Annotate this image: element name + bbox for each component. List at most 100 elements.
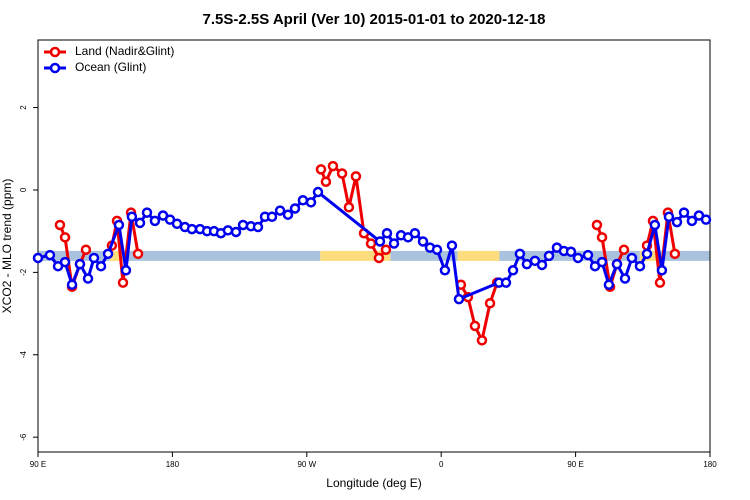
data-point: [343, 202, 355, 213]
data-point: [543, 250, 555, 262]
data-point: [484, 298, 496, 309]
band-segment: [660, 250, 710, 261]
data-point: [507, 265, 519, 276]
data-point: [373, 252, 385, 264]
data-point: [32, 252, 44, 264]
x-tick-label: 180: [166, 460, 180, 469]
x-tick-label: 90 W: [297, 460, 316, 469]
data-point: [565, 246, 577, 258]
data-point: [59, 256, 71, 268]
data-point: [102, 248, 114, 260]
data-point: [320, 176, 332, 187]
x-tick-label: 180: [703, 460, 717, 469]
data-point: [439, 265, 451, 276]
data-point: [686, 215, 698, 227]
data-point: [237, 219, 249, 231]
data-point: [446, 240, 458, 251]
y-tick-label: -2: [19, 268, 28, 276]
legend-label: Land (Nadir&Glint): [75, 44, 174, 58]
data-point: [312, 186, 324, 198]
data-point: [186, 223, 198, 235]
data-point: [252, 221, 264, 233]
y-tick-label: -4: [19, 351, 28, 359]
data-point: [134, 217, 146, 229]
data-point: [120, 265, 132, 276]
data-point: [417, 236, 429, 247]
data-point: [230, 226, 242, 238]
data-point: [626, 252, 638, 264]
chart-title: 7.5S-2.5S April (Ver 10) 2015-01-01 to 2…: [203, 11, 546, 28]
band-segment: [38, 250, 110, 261]
data-point: [59, 232, 71, 243]
data-point: [388, 238, 400, 249]
data-point: [282, 209, 294, 220]
data-point: [132, 248, 144, 260]
data-point: [374, 236, 386, 247]
data-point: [514, 248, 526, 260]
data-point: [336, 168, 348, 179]
legend-marker: [49, 62, 61, 74]
data-point: [95, 260, 107, 272]
plot-frame: [37, 39, 711, 453]
data-point: [266, 211, 278, 222]
data-point: [671, 216, 683, 228]
data-point: [536, 259, 548, 271]
data-point: [469, 320, 481, 332]
band-segment: [320, 250, 391, 261]
data-point: [500, 277, 512, 288]
data-point: [582, 249, 594, 261]
data-point: [113, 219, 125, 231]
data-point: [222, 225, 234, 236]
data-point: [603, 279, 615, 290]
data-point: [88, 252, 100, 264]
x-axis-label: Longitude (deg E): [326, 476, 421, 490]
band-segment: [390, 250, 458, 261]
data-point: [656, 265, 668, 276]
data-point: [649, 219, 661, 231]
x-tick-label: 90 E: [30, 460, 46, 469]
data-point: [572, 252, 584, 264]
y-tick-label: -6: [19, 433, 28, 441]
data-point: [289, 203, 301, 214]
data-point: [654, 277, 666, 288]
data-point: [634, 260, 646, 272]
data-point: [409, 227, 421, 239]
data-point: [44, 249, 56, 261]
band-segment: [124, 250, 321, 261]
data-point: [66, 279, 78, 290]
data-point: [365, 238, 377, 249]
y-tick-label: 0: [19, 187, 28, 192]
band-segment: [457, 250, 500, 261]
data-point: [297, 195, 309, 206]
x-tick-label: 0: [439, 460, 444, 469]
data-point: [315, 164, 327, 175]
data-point: [141, 207, 153, 218]
data-point: [521, 258, 533, 270]
data-point: [54, 219, 66, 231]
data-point: [82, 273, 94, 284]
legend-marker: [49, 46, 61, 58]
data-point: [591, 219, 603, 231]
data-point: [678, 207, 690, 218]
data-point: [476, 335, 488, 346]
data-point: [700, 214, 712, 225]
y-axis-label: XCO2 - MLO trend (ppm): [0, 179, 14, 314]
data-point: [380, 244, 392, 255]
data-point: [350, 171, 362, 182]
data-point: [453, 293, 465, 305]
data-point: [641, 248, 653, 260]
band-segment: [109, 250, 125, 261]
data-point: [305, 197, 317, 208]
x-tick-label: 90 E: [567, 460, 583, 469]
data-point: [431, 244, 443, 255]
legend-label: Ocean (Glint): [75, 60, 146, 74]
data-point: [117, 277, 129, 288]
data-point: [619, 273, 631, 284]
y-tick-label: 2: [19, 105, 28, 110]
data-point: [74, 258, 86, 270]
data-point: [611, 258, 623, 270]
data-point: [663, 211, 675, 222]
data-point: [618, 244, 630, 255]
data-point: [381, 227, 393, 239]
